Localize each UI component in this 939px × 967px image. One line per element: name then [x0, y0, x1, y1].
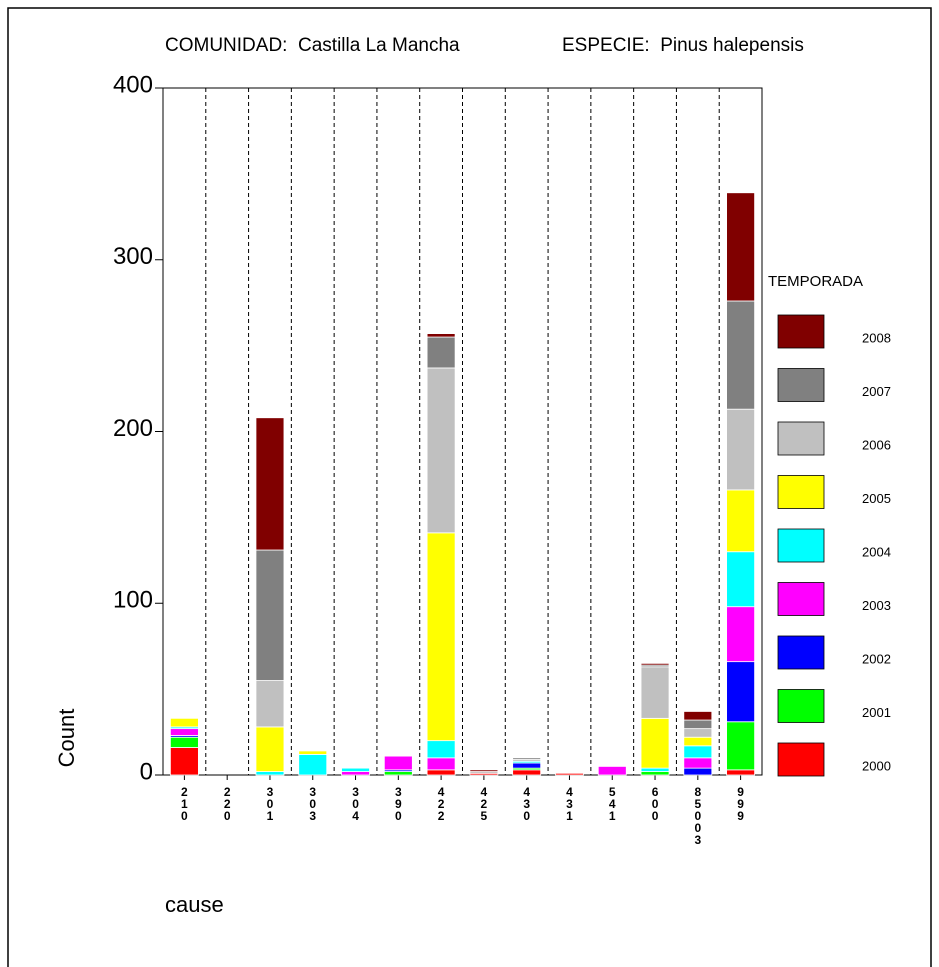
bar-segment — [169, 717, 199, 728]
chart-subtitle: ESPECIE: Pinus halepensis — [562, 35, 804, 56]
bar-segment — [298, 753, 328, 776]
bar-segment — [726, 661, 756, 723]
legend-swatch — [777, 742, 825, 777]
bar-segment — [597, 766, 627, 776]
y-tick-label: 100 — [113, 587, 153, 614]
bar-segment — [726, 489, 756, 553]
bar-segment — [726, 551, 756, 608]
frame — [7, 7, 932, 967]
bar-segment — [512, 757, 542, 760]
bar-segment — [640, 717, 670, 769]
y-tick-label: 300 — [113, 243, 153, 270]
bar-segment — [640, 771, 670, 776]
bar-segment — [341, 767, 370, 772]
bar-segment — [383, 771, 413, 776]
legend-label: 2007 — [862, 384, 891, 399]
bar-segment — [726, 192, 756, 302]
legend-swatch — [777, 368, 825, 402]
bar-segment — [512, 762, 542, 769]
y-tick-label: 0 — [140, 758, 153, 785]
y-axis-label: Count — [54, 709, 79, 768]
bar-segment — [426, 336, 456, 369]
legend-swatch — [777, 528, 825, 563]
legend-label: 2004 — [862, 544, 891, 559]
legend-label: 2000 — [862, 758, 891, 773]
y-tick-label: 200 — [113, 415, 153, 442]
bar-segment — [298, 750, 328, 755]
bar-segment — [255, 549, 285, 681]
bar-segment — [683, 757, 713, 769]
legend-label: 2003 — [862, 598, 891, 613]
bar-segment — [469, 769, 499, 772]
bar-segment — [555, 772, 584, 776]
bar-segment — [683, 719, 713, 730]
chart-title: COMUNIDAD: Castilla La Mancha — [165, 35, 460, 56]
bar-segment — [726, 606, 756, 663]
bar-segment — [169, 747, 199, 776]
legend-swatch — [777, 314, 825, 349]
bar-segment — [683, 767, 713, 776]
bar-segment — [255, 417, 285, 551]
legend-swatch — [777, 421, 825, 456]
bar-segment — [255, 726, 285, 772]
bar-segment — [726, 769, 756, 776]
legend-swatch — [777, 689, 825, 723]
bar-segment — [169, 728, 199, 736]
bar-segment — [640, 767, 670, 772]
bar-segment — [341, 771, 370, 776]
legend-swatch — [777, 582, 825, 616]
x-axis-label: cause — [165, 892, 224, 917]
legend-title: TEMPORADA — [768, 273, 863, 290]
legend-label: 2005 — [862, 491, 891, 506]
bar-segment — [640, 662, 670, 666]
bar-segment — [726, 300, 756, 410]
bar-segment — [683, 736, 713, 747]
legend-swatch — [777, 635, 825, 670]
y-tick-label: 400 — [113, 71, 153, 98]
bar-segment — [426, 367, 456, 534]
legend-swatch — [777, 475, 825, 509]
bar-segment — [683, 728, 713, 738]
bar-segment — [426, 769, 456, 776]
bar-segment — [426, 740, 456, 759]
bar-segment — [383, 755, 413, 771]
bar-segment — [426, 532, 456, 742]
legend-label: 2006 — [862, 437, 891, 452]
bar-segment — [683, 745, 713, 759]
bar-segment — [255, 771, 285, 776]
legend-label: 2001 — [862, 705, 891, 720]
bar-segment — [726, 408, 756, 491]
bar-segment — [726, 721, 756, 771]
legend-label: 2002 — [862, 651, 891, 666]
legend-label: 2008 — [862, 330, 891, 345]
bar-segment — [426, 333, 456, 338]
bar-segment — [426, 757, 456, 771]
bar-segment — [169, 736, 199, 748]
bar-segment — [255, 680, 285, 728]
bar-segment — [640, 666, 670, 719]
bar-segment — [512, 769, 542, 776]
bar-segment — [683, 711, 713, 721]
